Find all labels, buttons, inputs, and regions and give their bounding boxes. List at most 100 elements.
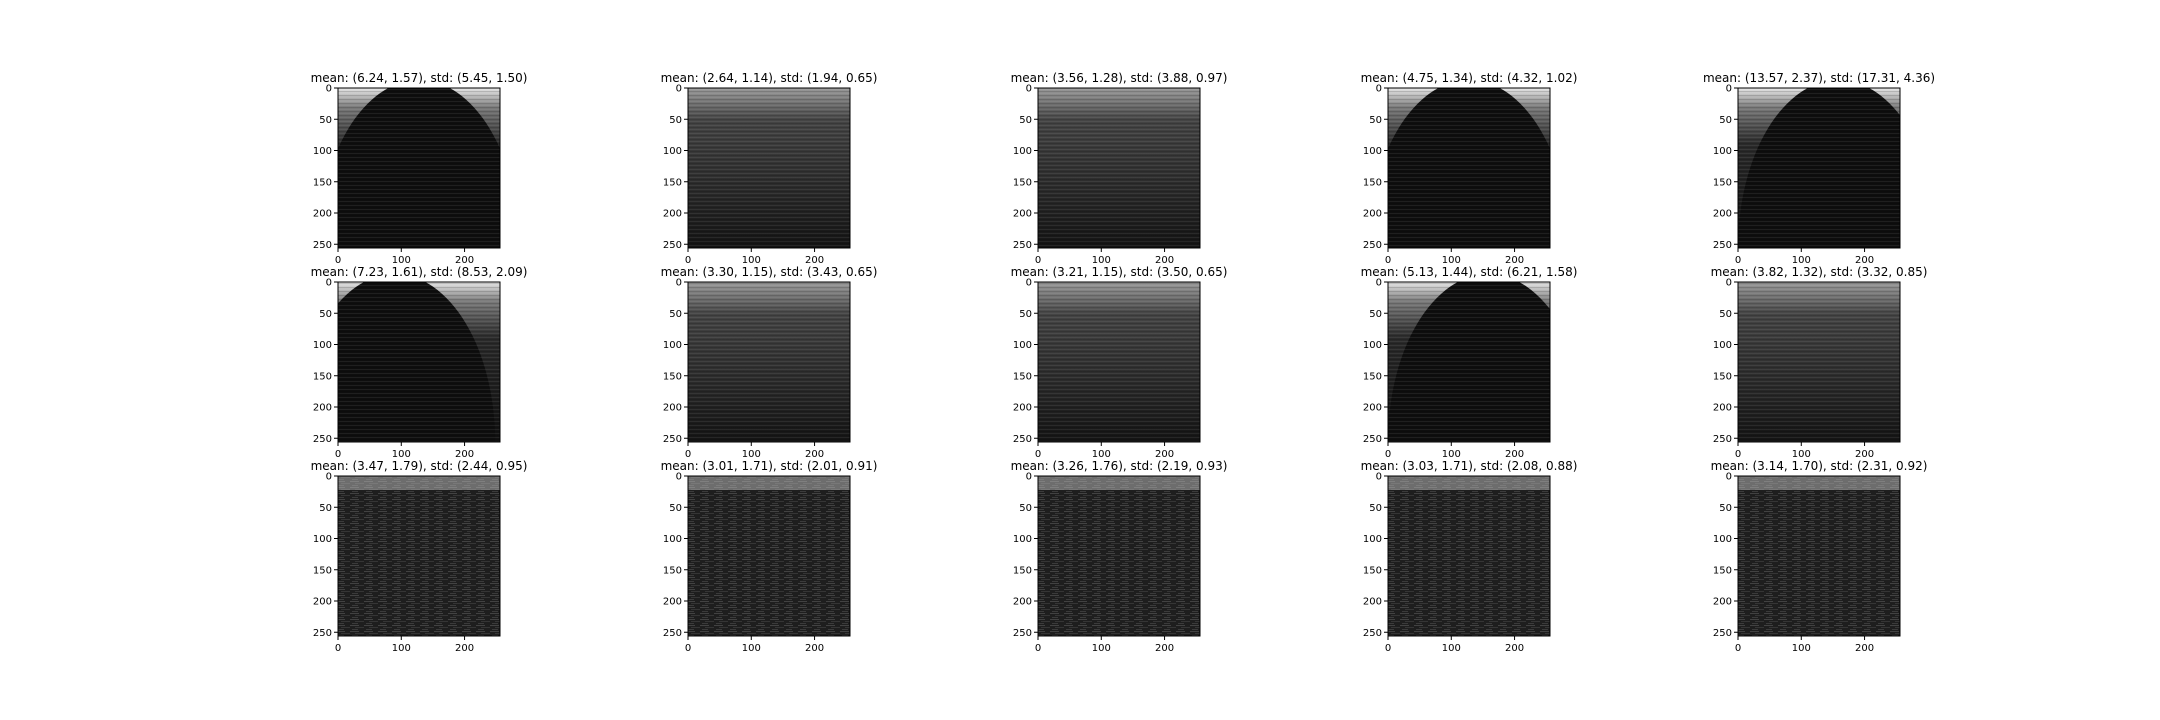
- axes-frame: [1387, 87, 1551, 249]
- axes-frame: [1387, 475, 1551, 637]
- heatmap-panel: mean: (7.23, 1.61), std: (8.53, 2.09)0 50…: [311, 265, 528, 460]
- y-tick-label: 150: [1363, 177, 1382, 188]
- x-tick-label: 100: [1792, 643, 1811, 654]
- y-tick-label: 0: [676, 278, 682, 289]
- y-tick-label: 50: [669, 115, 682, 126]
- x-tick-label: 0: [1035, 255, 1041, 266]
- panel-title: mean: (3.30, 1.15), std: (3.43, 0.65): [661, 265, 878, 279]
- y-tick-label: 150: [313, 565, 332, 576]
- panel-title: mean: (3.82, 1.32), std: (3.32, 0.85): [1711, 265, 1928, 279]
- y-tick-label: 200: [1013, 403, 1032, 414]
- y-tick-label: 250: [663, 240, 682, 251]
- heatmap-panel: mean: (3.14, 1.70), std: (2.31, 0.92)050…: [1711, 459, 1928, 654]
- y-tick-label: 200: [1363, 597, 1382, 608]
- heatmap-image: [688, 88, 850, 248]
- x-tick-label: 200: [1505, 643, 1524, 654]
- x-tick-label: 100: [1092, 255, 1111, 266]
- x-tick-label: 100: [1092, 449, 1111, 460]
- y-tick-label: 0: [676, 472, 682, 483]
- x-tick-label: 200: [455, 643, 474, 654]
- y-tick-label: 50: [1369, 503, 1382, 514]
- panel-title: mean: (6.24, 1.57), std: (5.45, 1.50): [311, 71, 528, 85]
- heatmap-panel: mean: (6.24, 1.57), std: (5.45, 1.50)050…: [311, 71, 528, 266]
- panel-title: mean: (3.26, 1.76), std: (2.19, 0.93): [1011, 459, 1228, 473]
- heatmap-panel: mean: (2.64, 1.14), std: (1.94, 0.65) 0 50…: [661, 71, 878, 266]
- y-tick-label: 200: [313, 403, 332, 414]
- x-tick-label: 0: [685, 255, 691, 266]
- x-tick-label: 100: [392, 643, 411, 654]
- x-tick-label: 200: [455, 255, 474, 266]
- y-tick-label: 100: [1713, 146, 1732, 157]
- panel-title: mean: (7.23, 1.61), std: (8.53, 2.09): [311, 265, 528, 279]
- y-tick-label: 50: [669, 503, 682, 514]
- y-tick-label: 100: [313, 340, 332, 351]
- heatmap-image: [1038, 88, 1200, 248]
- y-tick-label: 200: [1013, 597, 1032, 608]
- y-tick-label: 200: [313, 209, 332, 220]
- x-tick-label: 0: [1735, 643, 1741, 654]
- y-tick-label: 0: [1726, 278, 1732, 289]
- y-tick-label: 150: [1713, 565, 1732, 576]
- heatmap-image: [1038, 282, 1200, 442]
- x-tick-label: 0: [1735, 449, 1741, 460]
- y-tick-label: 0: [1376, 278, 1382, 289]
- heatmap-panel: mean: (4.75, 1.34), std: (4.32, 1.02)050…: [1361, 71, 1578, 266]
- panel-title: mean: (13.57, 2.37), std: (17.31, 4.36): [1703, 71, 1935, 85]
- x-tick-label: 100: [742, 255, 761, 266]
- y-tick-label: 150: [1013, 177, 1032, 188]
- y-tick-label: 100: [663, 340, 682, 351]
- x-tick-label: 200: [1505, 449, 1524, 460]
- y-tick-label: 200: [1713, 403, 1732, 414]
- axes-frame: [1037, 87, 1201, 249]
- y-tick-label: 50: [319, 309, 332, 320]
- y-tick-label: 100: [1363, 340, 1382, 351]
- x-tick-label: 200: [1155, 643, 1174, 654]
- y-tick-label: 50: [1719, 503, 1732, 514]
- y-tick-label: 50: [1019, 115, 1032, 126]
- y-tick-label: 0: [1726, 472, 1732, 483]
- panel-title: mean: (3.14, 1.70), std: (2.31, 0.92): [1711, 459, 1928, 473]
- y-tick-label: 150: [663, 371, 682, 382]
- y-tick-label: 0: [326, 278, 332, 289]
- heatmap-image: [338, 476, 500, 636]
- panel-title: mean: (3.21, 1.15), std: (3.50, 0.65): [1011, 265, 1228, 279]
- y-tick-label: 0: [1726, 84, 1732, 95]
- x-tick-label: 0: [1385, 255, 1391, 266]
- y-tick-label: 250: [1363, 434, 1382, 445]
- axes-frame: [1737, 87, 1901, 249]
- x-tick-label: 200: [1855, 449, 1874, 460]
- x-tick-label: 100: [742, 449, 761, 460]
- y-tick-label: 100: [313, 146, 332, 157]
- y-tick-label: 50: [1019, 503, 1032, 514]
- x-tick-label: 200: [805, 449, 824, 460]
- x-tick-label: 0: [1035, 449, 1041, 460]
- x-tick-label: 200: [1155, 255, 1174, 266]
- y-tick-label: 100: [1363, 146, 1382, 157]
- y-tick-label: 200: [663, 597, 682, 608]
- y-tick-label: 250: [663, 628, 682, 639]
- x-tick-label: 200: [1155, 449, 1174, 460]
- y-tick-label: 100: [663, 146, 682, 157]
- x-tick-label: 200: [805, 643, 824, 654]
- y-tick-label: 50: [669, 309, 682, 320]
- x-tick-label: 0: [685, 449, 691, 460]
- heatmap-panel: mean: (3.47, 1.79), std: (2.44, 0.95)050…: [311, 459, 528, 654]
- y-tick-label: 0: [1376, 472, 1382, 483]
- y-tick-label: 200: [1713, 597, 1732, 608]
- y-tick-label: 150: [313, 371, 332, 382]
- heatmap-panel: mean: (3.56, 1.28), std: (3.88, 0.97)050…: [1011, 71, 1228, 266]
- axes-frame: [1737, 475, 1901, 637]
- y-tick-label: 200: [1013, 209, 1032, 220]
- y-tick-label: 0: [1026, 472, 1032, 483]
- heatmap-image: [1388, 282, 1550, 442]
- x-tick-label: 100: [1792, 255, 1811, 266]
- heatmap-image: [688, 282, 850, 442]
- heatmap-image: [1388, 88, 1550, 248]
- heatmap-panel: mean: (3.03, 1.71), std: (2.08, 0.88)050…: [1361, 459, 1578, 654]
- heatmap-image: [1738, 282, 1900, 442]
- y-tick-label: 150: [313, 177, 332, 188]
- y-tick-label: 50: [1719, 309, 1732, 320]
- y-tick-label: 250: [663, 434, 682, 445]
- heatmap-image: [338, 282, 500, 442]
- panel-title: mean: (2.64, 1.14), std: (1.94, 0.65): [661, 71, 878, 85]
